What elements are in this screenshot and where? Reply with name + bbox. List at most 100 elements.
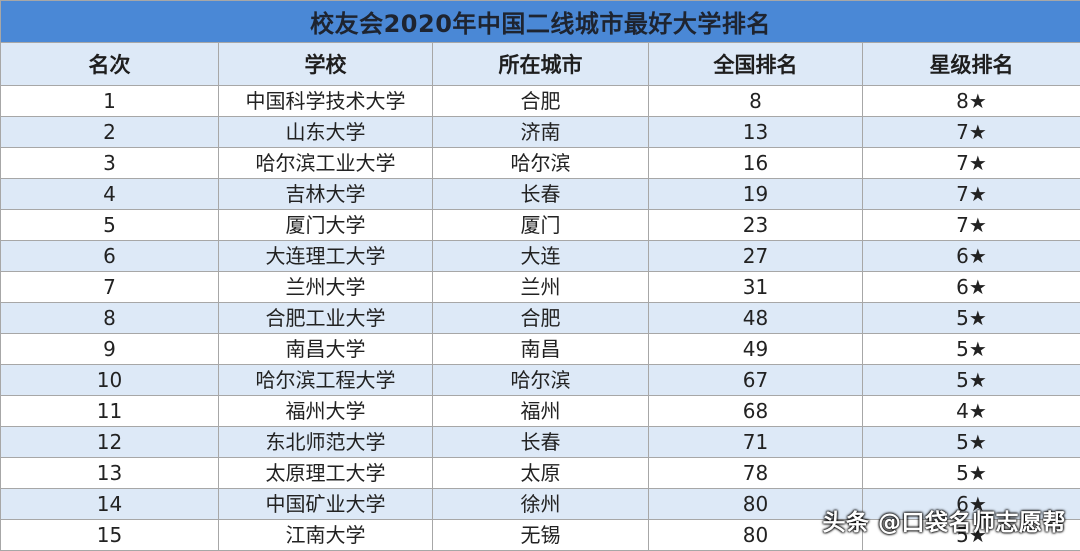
table-row: 14 中国矿业大学 徐州 80 6★ [0, 488, 1080, 520]
cell-national-rank: 80 [648, 488, 863, 520]
cell-star-rank: 5★ [862, 302, 1080, 334]
header-city: 所在城市 [432, 42, 649, 86]
cell-city: 太原 [432, 457, 649, 489]
cell-national-rank: 27 [648, 240, 863, 272]
cell-national-rank: 80 [648, 519, 863, 551]
cell-national-rank: 48 [648, 302, 863, 334]
cell-rank: 1 [0, 85, 219, 117]
cell-rank: 6 [0, 240, 219, 272]
cell-star-rank: 5★ [862, 333, 1080, 365]
cell-city: 南昌 [432, 333, 649, 365]
cell-rank: 2 [0, 116, 219, 148]
cell-city: 无锡 [432, 519, 649, 551]
cell-city: 合肥 [432, 85, 649, 117]
cell-school: 中国矿业大学 [218, 488, 433, 520]
table-row: 12 东北师范大学 长春 71 5★ [0, 426, 1080, 458]
table-row: 8 合肥工业大学 合肥 48 5★ [0, 302, 1080, 334]
cell-star-rank: 6★ [862, 240, 1080, 272]
cell-school: 大连理工大学 [218, 240, 433, 272]
cell-rank: 4 [0, 178, 219, 210]
cell-school: 合肥工业大学 [218, 302, 433, 334]
cell-city: 长春 [432, 426, 649, 458]
table-row: 15 江南大学 无锡 80 5★ [0, 519, 1080, 551]
cell-star-rank: 5★ [862, 364, 1080, 396]
cell-rank: 7 [0, 271, 219, 303]
cell-national-rank: 31 [648, 271, 863, 303]
cell-national-rank: 23 [648, 209, 863, 241]
cell-rank: 12 [0, 426, 219, 458]
table-row: 9 南昌大学 南昌 49 5★ [0, 333, 1080, 365]
cell-rank: 10 [0, 364, 219, 396]
cell-star-rank: 7★ [862, 209, 1080, 241]
cell-school: 兰州大学 [218, 271, 433, 303]
table-body: 1 中国科学技术大学 合肥 8 8★ 2 山东大学 济南 13 7★ 3 哈尔滨工业大学 哈尔滨 16 7★… [0, 85, 1080, 551]
table-row: 10 哈尔滨工程大学 哈尔滨 67 5★ [0, 364, 1080, 396]
cell-star-rank: 7★ [862, 147, 1080, 179]
cell-rank: 8 [0, 302, 219, 334]
cell-school: 福州大学 [218, 395, 433, 427]
cell-school: 中国科学技术大学 [218, 85, 433, 117]
cell-star-rank: 6★ [862, 488, 1080, 520]
cell-national-rank: 78 [648, 457, 863, 489]
cell-school: 东北师范大学 [218, 426, 433, 458]
cell-city: 哈尔滨 [432, 147, 649, 179]
cell-school: 哈尔滨工业大学 [218, 147, 433, 179]
cell-national-rank: 71 [648, 426, 863, 458]
title-row: 校友会2020年中国二线城市最好大学排名 [0, 0, 1080, 43]
cell-city: 济南 [432, 116, 649, 148]
cell-rank: 3 [0, 147, 219, 179]
header-rank: 名次 [0, 42, 219, 86]
cell-national-rank: 49 [648, 333, 863, 365]
cell-national-rank: 16 [648, 147, 863, 179]
header-national-rank: 全国排名 [648, 42, 863, 86]
table-row: 3 哈尔滨工业大学 哈尔滨 16 7★ [0, 147, 1080, 179]
cell-national-rank: 8 [648, 85, 863, 117]
cell-rank: 9 [0, 333, 219, 365]
cell-city: 哈尔滨 [432, 364, 649, 396]
cell-star-rank: 5★ [862, 519, 1080, 551]
cell-city: 长春 [432, 178, 649, 210]
table-row: 7 兰州大学 兰州 31 6★ [0, 271, 1080, 303]
cell-city: 厦门 [432, 209, 649, 241]
cell-school: 哈尔滨工程大学 [218, 364, 433, 396]
table-title: 校友会2020年中国二线城市最好大学排名 [0, 0, 1080, 43]
table-row: 4 吉林大学 长春 19 7★ [0, 178, 1080, 210]
cell-star-rank: 8★ [862, 85, 1080, 117]
cell-national-rank: 19 [648, 178, 863, 210]
cell-rank: 5 [0, 209, 219, 241]
cell-star-rank: 5★ [862, 426, 1080, 458]
cell-star-rank: 6★ [862, 271, 1080, 303]
table-row: 5 厦门大学 厦门 23 7★ [0, 209, 1080, 241]
header-star-rank: 星级排名 [862, 42, 1080, 86]
cell-star-rank: 4★ [862, 395, 1080, 427]
watermark: 头条 @口袋名师志愿帮 [822, 510, 1066, 536]
cell-national-rank: 67 [648, 364, 863, 396]
cell-city: 徐州 [432, 488, 649, 520]
cell-rank: 11 [0, 395, 219, 427]
cell-school: 江南大学 [218, 519, 433, 551]
table-row: 6 大连理工大学 大连 27 6★ [0, 240, 1080, 272]
cell-rank: 15 [0, 519, 219, 551]
cell-star-rank: 5★ [862, 457, 1080, 489]
table-row: 11 福州大学 福州 68 4★ [0, 395, 1080, 427]
table-row: 13 太原理工大学 太原 78 5★ [0, 457, 1080, 489]
cell-school: 山东大学 [218, 116, 433, 148]
cell-school: 吉林大学 [218, 178, 433, 210]
cell-national-rank: 68 [648, 395, 863, 427]
cell-rank: 13 [0, 457, 219, 489]
cell-star-rank: 7★ [862, 116, 1080, 148]
cell-school: 太原理工大学 [218, 457, 433, 489]
cell-school: 厦门大学 [218, 209, 433, 241]
cell-star-rank: 7★ [862, 178, 1080, 210]
cell-city: 福州 [432, 395, 649, 427]
cell-school: 南昌大学 [218, 333, 433, 365]
table-row: 1 中国科学技术大学 合肥 8 8★ [0, 85, 1080, 117]
header-school: 学校 [218, 42, 433, 86]
table-row: 2 山东大学 济南 13 7★ [0, 116, 1080, 148]
cell-national-rank: 13 [648, 116, 863, 148]
cell-rank: 14 [0, 488, 219, 520]
header-row: 名次 学校 所在城市 全国排名 星级排名 [0, 42, 1080, 86]
cell-city: 合肥 [432, 302, 649, 334]
